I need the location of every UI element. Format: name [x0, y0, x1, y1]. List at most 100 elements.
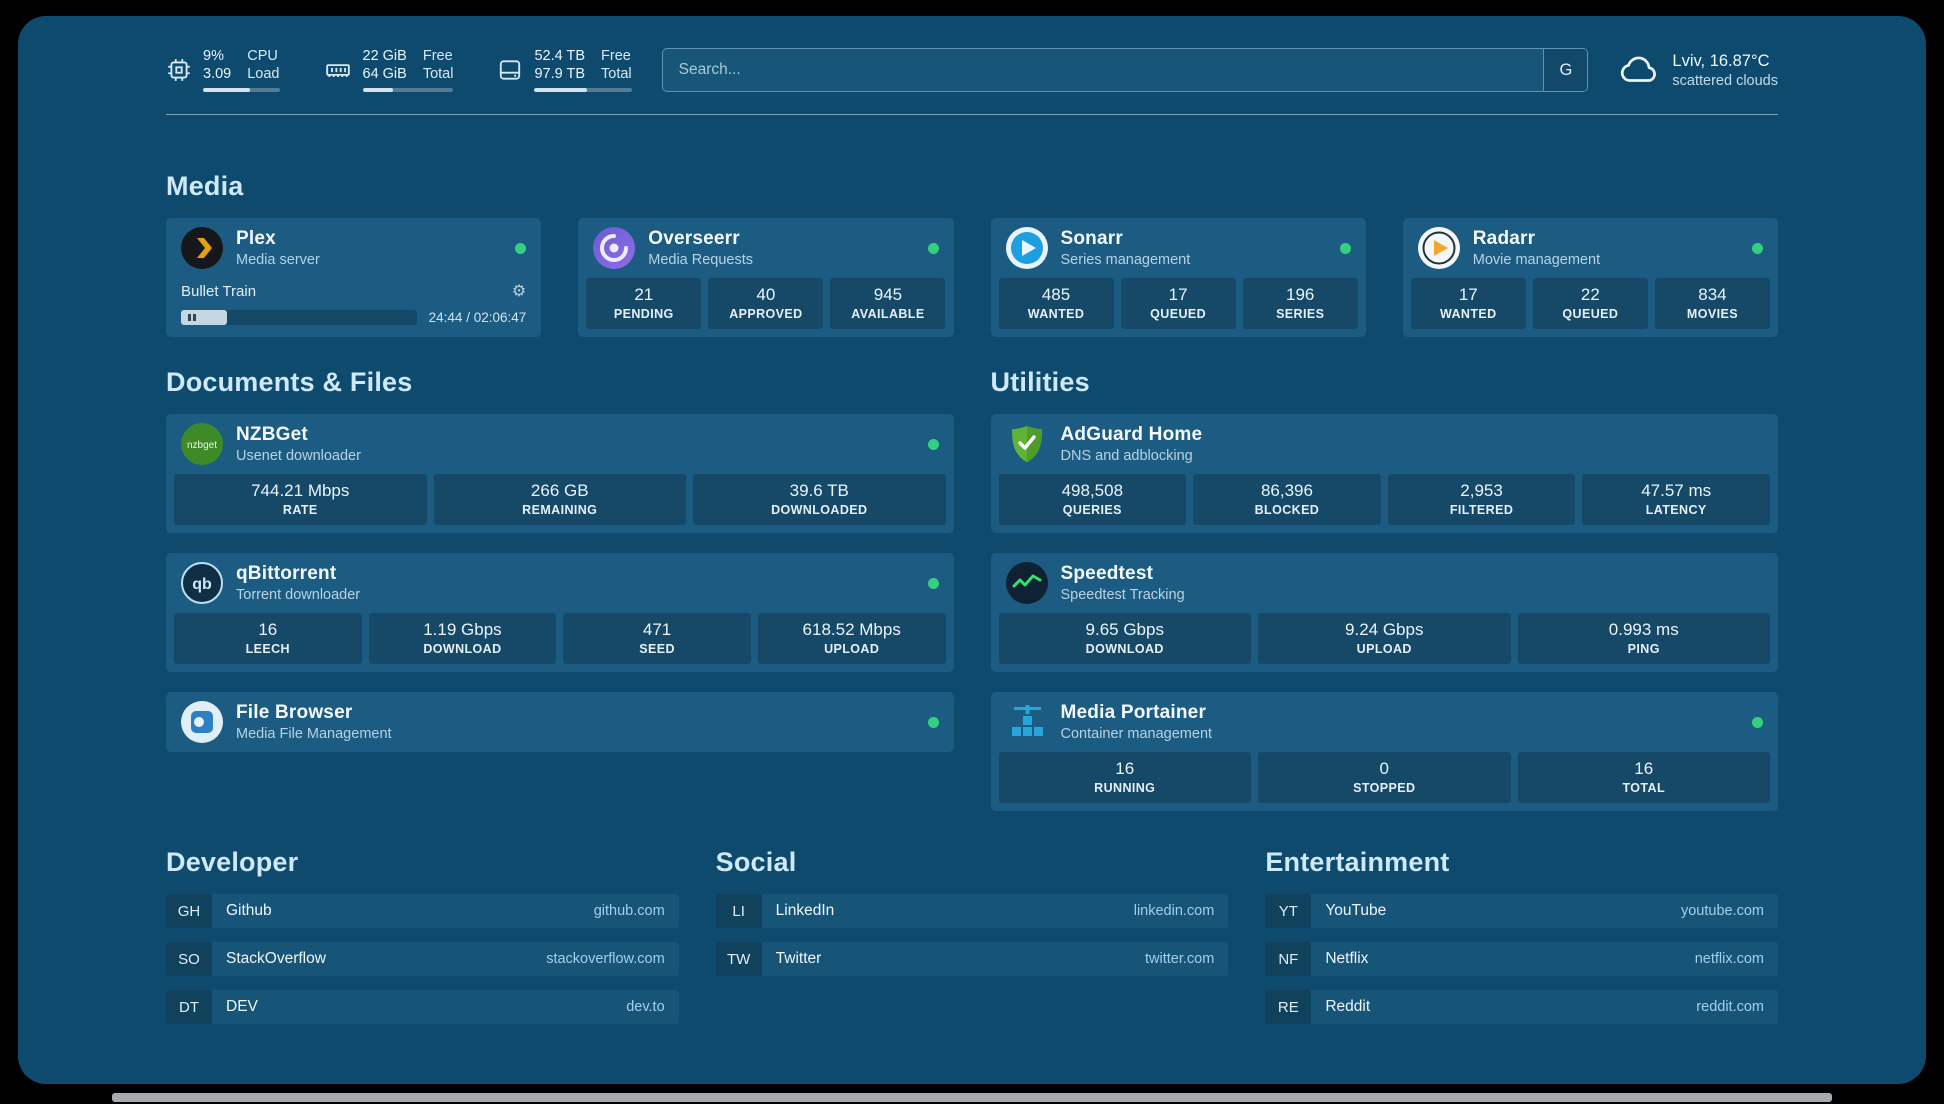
bookmark-url: youtube.com [1680, 903, 1764, 919]
weather-condition: scattered clouds [1672, 72, 1778, 89]
service-subtitle: Media File Management [236, 726, 392, 742]
gear-icon[interactable]: ⚙ [511, 283, 527, 300]
disk-total-value: 97.9 TB [534, 65, 586, 82]
stat-queued: 22 QUEUED [1532, 278, 1648, 329]
memory-total-value: 64 GiB [362, 65, 407, 82]
memory-free-label: Free [422, 47, 453, 64]
disk-free-value: 52.4 TB [534, 47, 586, 64]
cpu-load-value: 3.09 [203, 65, 232, 82]
bookmark-name: Reddit [1325, 998, 1371, 1015]
bookmark-reddit[interactable]: RE Reddit reddit.com [1265, 990, 1778, 1024]
search-input[interactable] [662, 49, 1544, 91]
bookmark-twitter[interactable]: TW Twitter twitter.com [715, 942, 1229, 976]
service-card-radarr[interactable]: Radarr Movie management 17 WANTED 22 QUE… [1402, 218, 1778, 337]
bookmark-abbr: NF [1265, 942, 1312, 976]
stat-total: 16 TOTAL [1517, 752, 1770, 803]
bookmark-abbr: YT [1265, 894, 1312, 928]
service-card-overseerr[interactable]: Overseerr Media Requests 21 PENDING 40 A… [578, 218, 954, 337]
section-title-documents: Documents & Files [166, 367, 413, 397]
resource-widgets: 9% CPU 3.09 Load 22 [166, 48, 632, 93]
service-subtitle: Series management [1060, 252, 1191, 268]
service-title: Media Portainer [1060, 702, 1207, 723]
cpu-meter [203, 87, 280, 93]
service-subtitle: Container management [1060, 726, 1213, 742]
stat-wanted: 485 WANTED [998, 278, 1114, 329]
bookmark-abbr: RE [1265, 990, 1312, 1024]
cloud-icon [1618, 54, 1660, 86]
bookmark-url: stackoverflow.com [546, 951, 665, 967]
bookmark-url: netflix.com [1694, 951, 1764, 967]
service-title: AdGuard Home [1060, 424, 1203, 445]
bookmark-url: github.com [593, 903, 665, 919]
dashboard-panel: 9% CPU 3.09 Load 22 [18, 16, 1926, 1084]
bookmark-abbr: DT [166, 990, 212, 1024]
bookmark-group-entertainment: Entertainment YT YouTube youtube.com NF … [1265, 847, 1778, 1024]
stat-filtered: 2,953 FILTERED [1387, 474, 1576, 525]
stat-downloaded: 39.6 TB DOWNLOADED [693, 474, 946, 525]
service-card-speedtest[interactable]: Speedtest Speedtest Tracking 9.65 Gbps D… [990, 553, 1778, 672]
pause-icon[interactable] [188, 314, 196, 321]
status-dot [1752, 242, 1763, 254]
bookmark-abbr: LI [715, 894, 762, 928]
bookmark-stackoverflow[interactable]: SO StackOverflow stackoverflow.com [166, 942, 679, 976]
stat-leech: 16 LEECH [174, 613, 362, 664]
disk-total-label: Total [601, 65, 632, 82]
bookmark-linkedin[interactable]: LI LinkedIn linkedin.com [715, 894, 1229, 928]
bookmark-url: linkedin.com [1133, 903, 1215, 919]
service-title: Radarr [1472, 228, 1536, 249]
service-card-sonarr[interactable]: Sonarr Series management 485 WANTED 17 Q… [990, 218, 1366, 337]
service-card-qbittorrent[interactable]: qb qBittorrent Torrent downloader 16 LEE… [166, 553, 954, 672]
service-title: Sonarr [1060, 228, 1123, 249]
status-dot [927, 242, 939, 254]
status-dot [927, 716, 939, 728]
memory-free-value: 22 GiB [362, 47, 407, 64]
service-card-portainer[interactable]: Media Portainer Container management 16 … [990, 692, 1778, 811]
service-subtitle: Torrent downloader [236, 587, 361, 603]
now-playing-title: Bullet Train [181, 282, 257, 300]
stat-wanted: 17 WANTED [1410, 278, 1526, 329]
service-card-filebrowser[interactable]: File Browser Media File Management [166, 692, 954, 752]
status-dot [927, 438, 939, 450]
stat-download: 1.19 Gbps DOWNLOAD [368, 613, 557, 664]
filebrowser-icon [181, 701, 223, 743]
service-card-nzbget[interactable]: nzbget NZBGet Usenet downloader 744.21 M… [166, 414, 954, 533]
bookmark-name: YouTube [1325, 902, 1387, 919]
portainer-icon [1006, 701, 1048, 743]
bookmark-dev[interactable]: DT DEV dev.to [166, 990, 679, 1024]
memory-meter [362, 87, 454, 93]
disk-widget: 52.4 TB Free 97.9 TB Total [497, 47, 632, 93]
bookmark-netflix[interactable]: NF Netflix netflix.com [1265, 942, 1778, 976]
bookmark-url: reddit.com [1696, 999, 1764, 1015]
stat-approved: 40 APPROVED [708, 278, 824, 329]
stat-series: 196 SERIES [1242, 278, 1358, 329]
bookmark-name: Github [226, 902, 272, 919]
weather-widget: Lviv, 16.87°C scattered clouds [1618, 52, 1778, 89]
cpu-usage-value: 9% [203, 47, 224, 64]
stat-pending: 21 PENDING [586, 278, 702, 329]
section-title-media: Media [166, 171, 244, 201]
service-card-plex[interactable]: Plex Media server Bullet Train ⚙ [166, 218, 542, 337]
svg-text:nzbget: nzbget [187, 440, 217, 451]
stat-upload: 9.24 Gbps UPLOAD [1258, 613, 1511, 664]
stat-upload: 618.52 Mbps UPLOAD [757, 613, 946, 664]
status-dot [1752, 716, 1763, 728]
bookmark-name: StackOverflow [226, 950, 326, 967]
memory-total-label: Total [422, 65, 454, 82]
service-card-adguard[interactable]: AdGuard Home DNS and adblocking 498,508 … [990, 414, 1778, 533]
bookmark-youtube[interactable]: YT YouTube youtube.com [1265, 894, 1778, 928]
overseerr-icon [593, 227, 636, 269]
playback-progress-bar[interactable] [181, 310, 417, 325]
service-title: Overseerr [648, 228, 740, 249]
stat-blocked: 86,396 BLOCKED [1193, 474, 1381, 525]
plex-icon [181, 227, 223, 269]
bookmark-github[interactable]: GH Github github.com [166, 894, 679, 928]
search-provider-button[interactable]: G [1543, 49, 1588, 91]
status-dot [927, 577, 939, 589]
top-bar: 9% CPU 3.09 Load 22 [166, 42, 1778, 98]
search-bar[interactable]: G [661, 48, 1589, 92]
stat-queries: 498,508 QUERIES [998, 474, 1187, 525]
stat-seed: 471 SEED [563, 613, 751, 664]
bookmark-group-title: Entertainment [1265, 847, 1450, 877]
svg-text:qb: qb [192, 576, 212, 593]
memory-widget: 22 GiB Free 64 GiB Total [324, 48, 454, 93]
